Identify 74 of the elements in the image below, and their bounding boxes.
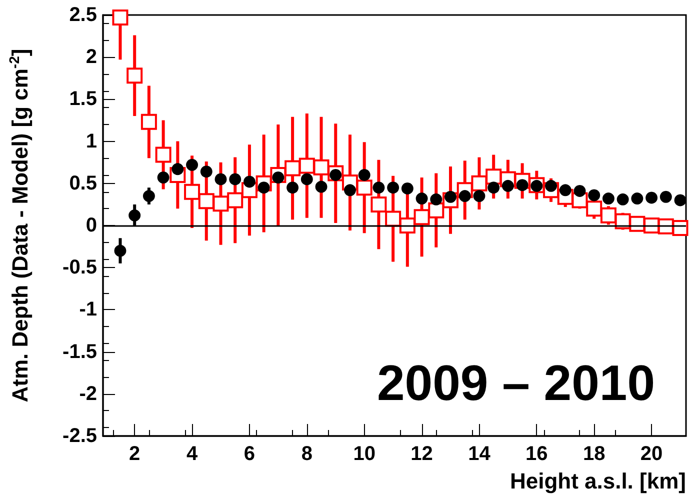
x-tick-label: 2: [129, 443, 140, 465]
point: [155, 146, 172, 163]
x-tick-label: 8: [301, 443, 312, 465]
point: [414, 209, 430, 226]
point: [674, 194, 686, 206]
point: [616, 193, 629, 206]
point: [602, 192, 614, 205]
point: [112, 10, 128, 26]
point: [574, 184, 586, 197]
annotation: 2009 – 2010: [376, 355, 656, 411]
point: [586, 200, 602, 217]
x-tick-label: 12: [410, 443, 433, 465]
x-tick-label: 6: [244, 443, 256, 465]
point: [184, 184, 200, 200]
point: [430, 193, 442, 206]
point: [126, 68, 143, 84]
y-tick-label: 1.5: [69, 88, 97, 110]
point: [588, 189, 600, 202]
y-tick-label: 2: [86, 46, 97, 68]
point: [142, 190, 155, 202]
point: [356, 180, 372, 196]
point: [229, 173, 242, 186]
y-tick-label: -2: [79, 382, 97, 405]
point: [471, 175, 488, 192]
point: [502, 180, 514, 192]
point: [114, 244, 126, 257]
point: [298, 158, 315, 174]
y-tick-label: 0.5: [69, 172, 97, 194]
y-tick-label: -2.5: [62, 425, 97, 447]
x-axis-title: Height a.s.l. [km]: [510, 468, 686, 494]
point: [198, 193, 214, 210]
point: [428, 202, 444, 218]
point: [315, 180, 328, 193]
x-tick-label: 10: [353, 443, 376, 465]
point: [401, 182, 414, 194]
point: [473, 190, 486, 202]
point: [200, 166, 212, 178]
point: [387, 182, 400, 194]
point: [358, 168, 370, 181]
x-tick-label: 16: [526, 443, 548, 465]
point: [212, 196, 229, 212]
y-tick-label: -1: [79, 298, 97, 321]
point: [313, 159, 330, 176]
point: [370, 196, 387, 212]
point: [227, 192, 244, 208]
point: [243, 176, 256, 188]
point: [300, 173, 313, 186]
y-axis-title: Atm. Depth (Data - Model) [g cm-2]: [6, 48, 32, 402]
point: [284, 160, 301, 176]
y-tick-label: -1.5: [62, 340, 97, 363]
point: [416, 192, 428, 205]
x-tick-label: 4: [186, 443, 198, 465]
point: [186, 158, 198, 171]
x-tick-label: 14: [468, 443, 492, 465]
y-tick-label: 0: [86, 214, 97, 236]
point: [600, 207, 616, 224]
point: [660, 190, 672, 203]
point: [372, 182, 385, 194]
y-tick-label: 1: [86, 130, 97, 152]
point: [672, 220, 688, 236]
point: [559, 184, 572, 196]
point: [344, 184, 356, 196]
x-tick-label: 20: [640, 443, 663, 465]
point: [214, 173, 227, 186]
y-tick-label: 2.5: [69, 4, 97, 26]
x-tick-label: 18: [582, 443, 606, 465]
point: [128, 209, 141, 222]
point: [286, 182, 299, 194]
point: [157, 172, 170, 184]
point: [488, 182, 500, 194]
point: [140, 114, 157, 130]
point: [646, 192, 658, 204]
y-tick-label: -0.5: [62, 256, 97, 279]
point: [631, 192, 644, 205]
